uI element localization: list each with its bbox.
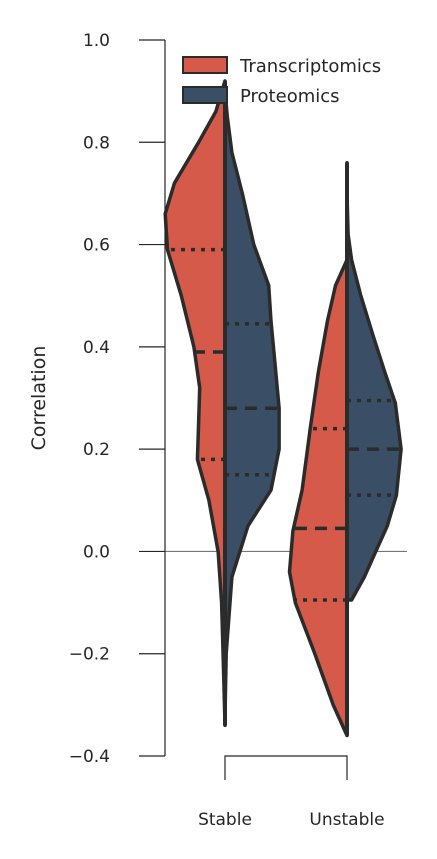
legend: Transcriptomics Proteomics <box>182 56 381 107</box>
legend-label-transcriptomics: Transcriptomics <box>239 56 381 77</box>
legend-swatch-proteomics <box>182 86 228 104</box>
legend-label-proteomics: Proteomics <box>240 86 340 107</box>
y-tick-label: 0.2 <box>83 440 110 460</box>
y-tick-label: 0.4 <box>83 338 110 358</box>
y-tick-label: 0.8 <box>83 133 110 153</box>
x-axis-line <box>224 755 348 780</box>
y-tick-label: −0.2 <box>69 645 110 665</box>
y-axis-label: Correlation <box>28 346 50 451</box>
violin-half-proteomics-stable <box>223 89 281 717</box>
violin-half-transcriptomics-stable <box>163 79 227 728</box>
y-tick-label: −0.4 <box>69 747 110 767</box>
legend-swatch-transcriptomics <box>182 56 228 74</box>
violin-half-proteomics-unstable <box>345 160 403 602</box>
x-category-label: Unstable <box>309 810 384 830</box>
y-tick-label: 0.6 <box>83 236 110 256</box>
x-category-label: Stable <box>198 810 252 830</box>
y-tick-label: 1.0 <box>83 31 110 51</box>
violin-half-transcriptomics-unstable <box>287 258 349 738</box>
y-tick-label: 0.0 <box>83 542 110 562</box>
